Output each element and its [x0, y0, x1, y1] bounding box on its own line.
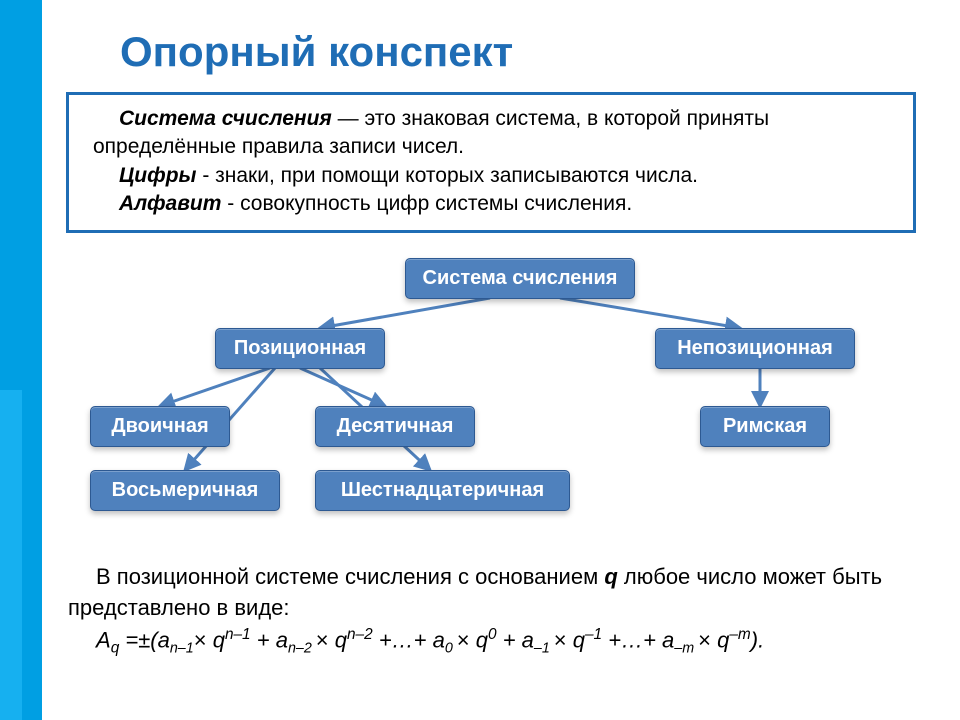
sub-0: 0	[445, 640, 457, 656]
def-line-2: Цифры - знаки, при помощи которых записы…	[93, 162, 897, 190]
bottom-sentence: В позиционной системе счисления с основа…	[68, 562, 914, 624]
def-text-3: - совокупность цифр системы счисления.	[221, 192, 632, 215]
sub-mm: –m	[674, 640, 698, 656]
mult-2: ×	[316, 627, 335, 652]
plus-1: + a	[257, 627, 288, 652]
sup-n2: n–2	[347, 626, 373, 643]
def-line-1: Система счисления — это знаковая система…	[93, 105, 897, 162]
formula-A: A	[96, 627, 111, 652]
plus-dots-2: +…+ a	[608, 627, 674, 652]
mult-3: ×	[457, 627, 476, 652]
term-alphabet: Алфавит	[119, 192, 221, 215]
q3: q	[476, 627, 488, 652]
q5: q	[717, 627, 729, 652]
sup-n1: n–1	[225, 626, 251, 643]
bottom-q: q	[604, 564, 617, 589]
bottom-paragraph: В позиционной системе счисления с основа…	[68, 562, 914, 659]
accent-strip-inner	[0, 390, 22, 720]
q1: q	[213, 627, 225, 652]
page-title: Опорный конспект	[120, 28, 513, 76]
mult-4: ×	[554, 627, 573, 652]
term-system: Система счисления	[119, 107, 332, 130]
def-text-2: - знаки, при помощи которых записываются…	[196, 164, 698, 187]
mult-5: ×	[698, 627, 717, 652]
node-nonpositional: Непозиционная	[655, 328, 855, 369]
def-line-3: Алфавит - совокупность цифр системы счис…	[93, 190, 897, 218]
node-positional: Позиционная	[215, 328, 385, 369]
definition-box: Система счисления — это знаковая система…	[66, 92, 916, 233]
formula-line: Aq =±(an–1× qn–1 + an–2 × qn–2 +…+ a0 × …	[68, 624, 914, 659]
formula-sub-q: q	[111, 639, 120, 656]
node-decimal: Десятичная	[315, 406, 475, 447]
node-hex: Шестнадцатеричная	[315, 470, 570, 511]
sup-m1: –1	[585, 626, 602, 643]
plus-2: + a	[503, 627, 534, 652]
q2: q	[335, 627, 347, 652]
hierarchy-diagram: Система счисления Позиционная Непозицион…	[60, 258, 920, 538]
node-roman: Римская	[700, 406, 830, 447]
node-root: Система счисления	[405, 258, 635, 299]
sup-0: 0	[488, 626, 497, 643]
node-binary: Двоичная	[90, 406, 230, 447]
formula-body: =±(a	[125, 627, 169, 652]
node-octal: Восьмеричная	[90, 470, 280, 511]
term-digits: Цифры	[119, 164, 196, 187]
sub-m1: –1	[534, 640, 554, 656]
formula-close: ).	[751, 627, 764, 652]
sup-mm: –m	[729, 626, 750, 643]
mult-1: ×	[194, 627, 213, 652]
bottom-text-1: В позиционной системе счисления с основа…	[96, 564, 604, 589]
plus-dots-1: +…+ a	[379, 627, 445, 652]
sub-n2: n–2	[288, 640, 316, 656]
q4: q	[573, 627, 585, 652]
sub-n1: n–1	[170, 640, 194, 656]
